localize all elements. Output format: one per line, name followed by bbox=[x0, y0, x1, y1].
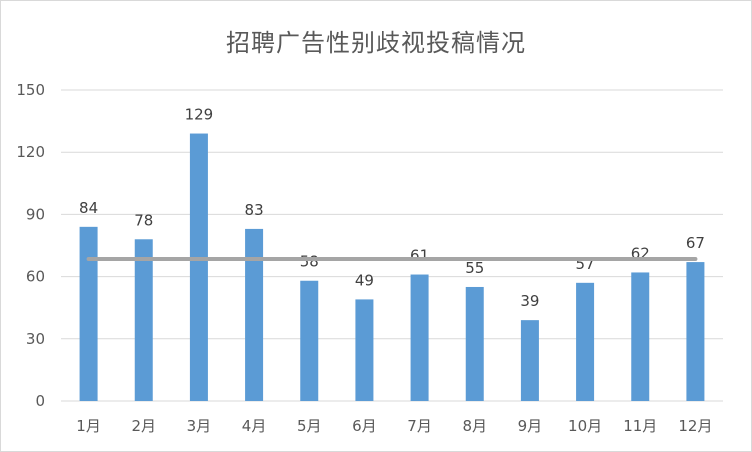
data-label: 78 bbox=[134, 211, 153, 229]
data-label: 83 bbox=[245, 201, 264, 219]
x-tick-label: 11月 bbox=[623, 417, 657, 435]
y-tick-label: 90 bbox=[26, 205, 45, 223]
x-tick-label: 7月 bbox=[407, 417, 432, 435]
data-label: 84 bbox=[79, 199, 98, 217]
bar bbox=[79, 226, 98, 401]
x-tick-label: 1月 bbox=[76, 417, 101, 435]
x-tick-label: 6月 bbox=[352, 417, 377, 435]
bar bbox=[576, 282, 595, 401]
data-label: 39 bbox=[520, 292, 539, 310]
x-tick-label: 2月 bbox=[131, 417, 156, 435]
y-tick-label: 150 bbox=[16, 81, 45, 99]
bar bbox=[245, 228, 264, 401]
x-tick-label: 3月 bbox=[187, 417, 212, 435]
x-tick-label: 4月 bbox=[242, 417, 267, 435]
bar bbox=[189, 133, 208, 402]
y-tick-label: 0 bbox=[35, 392, 45, 410]
x-tick-label: 10月 bbox=[568, 417, 602, 435]
data-label: 49 bbox=[355, 271, 374, 289]
chart-title: 招聘广告性别歧视投稿情况 bbox=[226, 29, 526, 57]
data-label: 55 bbox=[465, 259, 484, 277]
data-label: 58 bbox=[300, 253, 319, 271]
bar bbox=[465, 286, 484, 401]
bar bbox=[410, 274, 429, 401]
data-label: 129 bbox=[185, 106, 214, 124]
x-tick-label: 8月 bbox=[462, 417, 487, 435]
y-tick-label: 120 bbox=[16, 143, 45, 161]
x-tick-label: 9月 bbox=[518, 417, 543, 435]
bar bbox=[355, 299, 374, 401]
bar bbox=[520, 320, 539, 401]
x-tick-label: 12月 bbox=[678, 417, 712, 435]
bar bbox=[300, 280, 319, 401]
bar bbox=[686, 262, 705, 401]
data-label: 61 bbox=[410, 247, 429, 265]
x-tick-label: 5月 bbox=[297, 417, 322, 435]
bar bbox=[631, 272, 650, 401]
y-tick-label: 30 bbox=[26, 330, 45, 348]
y-tick-label: 60 bbox=[26, 268, 45, 286]
bar bbox=[134, 239, 153, 401]
data-label: 67 bbox=[686, 234, 705, 252]
